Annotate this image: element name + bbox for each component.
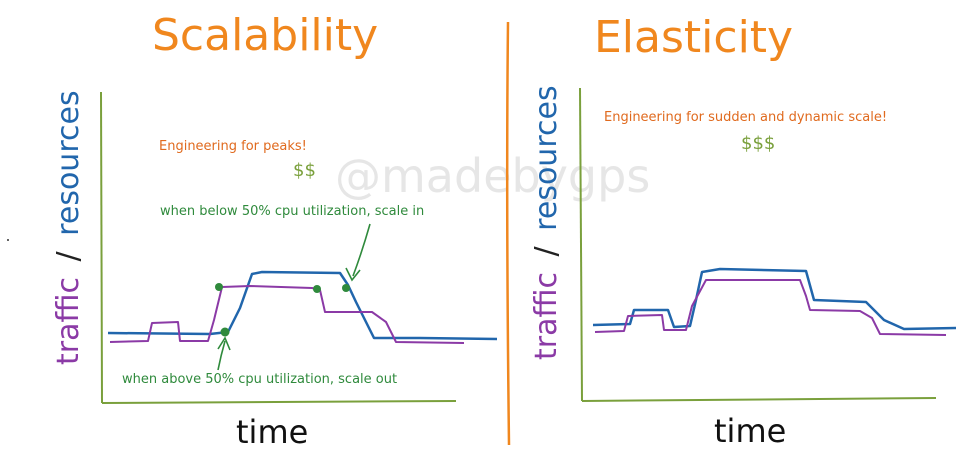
scalability-y-label-resources: resources (51, 90, 86, 235)
scalability-y-axis (100, 91, 103, 404)
scalability-title: Scalability (152, 10, 378, 61)
watermark: @madebygps (335, 149, 650, 203)
elasticity-y-label-resources: resources (529, 85, 564, 230)
speck (7, 239, 9, 241)
scale-in-arrow (352, 223, 371, 277)
elasticity-traffic-line (594, 279, 947, 336)
scalability-note: Engineering for peaks! (159, 139, 307, 154)
scale-in-annotation: when below 50% cpu utilization, scale in (160, 204, 424, 219)
scale-out-annotation: when above 50% cpu utilization, scale ou… (122, 372, 397, 387)
scale-in-arrowhead (345, 267, 361, 282)
svg-text:traffic / reso: traffic / resources (529, 85, 564, 360)
scalability-cost: $$ (293, 160, 316, 181)
scalability-panel: Scalability traffic / resources time Eng… (51, 10, 498, 451)
scale-out-arrowhead (217, 336, 231, 351)
elasticity-y-axis (579, 87, 583, 402)
scalability-resources-line (107, 270, 498, 341)
scalability-y-label-slash: / (51, 250, 86, 261)
elasticity-x-label: time (714, 412, 786, 450)
elasticity-x-axis (581, 397, 937, 402)
elasticity-title: Elasticity (594, 12, 793, 63)
elasticity-y-label-slash: / (529, 245, 564, 256)
elasticity-resources-line (592, 267, 957, 331)
scalability-x-axis (101, 400, 457, 404)
scalability-x-label: time (236, 413, 308, 451)
scalability-traffic-line (109, 285, 465, 344)
threshold-point (215, 283, 223, 291)
scale-out-point (220, 327, 230, 337)
scale-in-point (342, 284, 350, 292)
svg-text:traffic / reso: traffic / resources (51, 90, 86, 365)
scalability-y-label: traffic / resources (51, 90, 86, 365)
scale-out-arrow (217, 340, 226, 371)
elasticity-panel: Elasticity traffic / resources time Engi… (529, 12, 957, 450)
center-divider (505, 21, 511, 446)
elasticity-note: Engineering for sudden and dynamic scale… (604, 110, 887, 125)
elasticity-cost: $$$ (741, 133, 775, 154)
scalability-y-label-traffic: traffic (51, 277, 86, 365)
elasticity-y-label-traffic: traffic (529, 272, 564, 360)
elasticity-y-label: traffic / resources (529, 85, 564, 360)
threshold-point (313, 285, 321, 293)
